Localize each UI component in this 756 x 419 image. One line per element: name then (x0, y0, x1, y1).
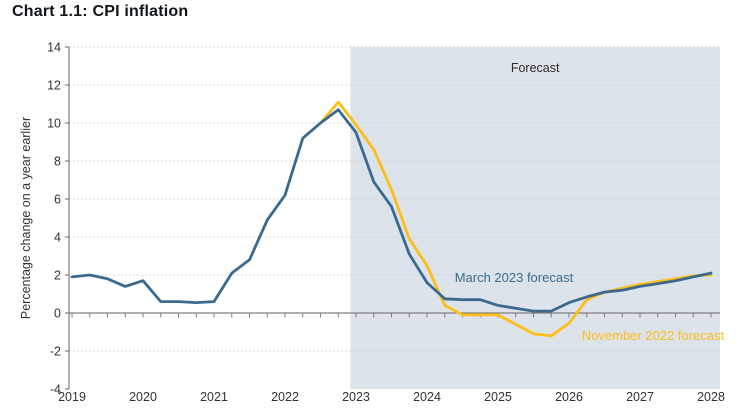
y-axis-title: Percentage change on a year earlier (19, 117, 33, 319)
x-tick-label: 2021 (200, 390, 228, 404)
y-tick-label: -4 (50, 383, 61, 397)
series-label-november-2022-forecast: November 2022 forecast (582, 328, 725, 343)
y-tick-label: 12 (47, 79, 61, 93)
x-tick-label: 2028 (697, 390, 725, 404)
x-tick-label: 2019 (58, 390, 86, 404)
x-tick-label: 2022 (271, 390, 299, 404)
y-tick-label: 6 (54, 193, 61, 207)
x-tick-label: 2023 (342, 390, 370, 404)
x-tick-label: 2026 (555, 390, 583, 404)
series-line-march-2023-forecast (70, 108, 713, 313)
x-tick-label: 2025 (484, 390, 512, 404)
y-tick-label: 0 (54, 307, 61, 321)
forecast-band (350, 47, 720, 389)
series-line-november-2022-forecast (319, 100, 713, 338)
x-tick-label: 2020 (129, 390, 157, 404)
series-label-march-2023-forecast: March 2023 forecast (455, 270, 574, 285)
y-tick-label: 10 (47, 117, 61, 131)
chart-title: Chart 1.1: CPI inflation (12, 3, 189, 20)
y-tick-label: 14 (47, 41, 61, 55)
y-tick-label: 4 (54, 231, 61, 245)
y-tick-label: 2 (54, 269, 61, 283)
y-tick-label: 8 (54, 155, 61, 169)
forecast-band-label: Forecast (511, 61, 560, 75)
x-tick-label: 2027 (626, 390, 654, 404)
y-tick-label: -2 (50, 345, 61, 359)
x-tick-label: 2024 (413, 390, 441, 404)
